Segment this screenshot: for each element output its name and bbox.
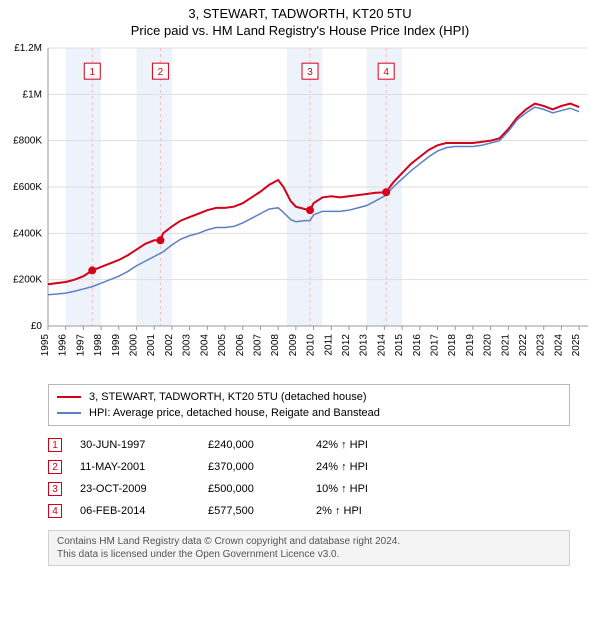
x-tick-label: 2019 — [465, 334, 476, 357]
sale-dot — [156, 236, 164, 244]
y-tick-label: £600K — [13, 182, 42, 193]
sale-row: 4 06-FEB-2014 £577,500 2% ↑ HPI — [48, 500, 570, 522]
sale-row-delta: 24% ↑ HPI — [316, 461, 406, 473]
sale-row-delta: 10% ↑ HPI — [316, 483, 406, 495]
sale-row-delta: 42% ↑ HPI — [316, 439, 406, 451]
y-tick-label: £0 — [31, 321, 43, 332]
sale-row-marker: 1 — [48, 438, 62, 452]
x-tick-label: 2001 — [146, 334, 157, 357]
x-tick-label: 2002 — [164, 334, 175, 357]
sale-label-num: 2 — [158, 67, 164, 78]
sale-row-delta: 2% ↑ HPI — [316, 505, 406, 517]
sale-row-price: £577,500 — [208, 505, 298, 517]
legend-label: 3, STEWART, TADWORTH, KT20 5TU (detached… — [89, 391, 367, 403]
title-subtitle: Price paid vs. HM Land Registry's House … — [0, 23, 600, 38]
x-tick-label: 2007 — [252, 334, 263, 357]
chart-container: 3, STEWART, TADWORTH, KT20 5TU Price pai… — [0, 0, 600, 566]
x-tick-label: 2006 — [235, 334, 246, 357]
x-tick-label: 2017 — [430, 334, 441, 357]
x-tick-label: 1999 — [111, 334, 122, 357]
x-tick-label: 2009 — [288, 334, 299, 357]
legend-row: 3, STEWART, TADWORTH, KT20 5TU (detached… — [57, 389, 561, 405]
sale-row-marker: 4 — [48, 504, 62, 518]
x-tick-label: 2000 — [129, 334, 140, 357]
sale-label-num: 1 — [89, 67, 95, 78]
sale-row: 3 23-OCT-2009 £500,000 10% ↑ HPI — [48, 478, 570, 500]
x-tick-label: 2021 — [500, 334, 511, 357]
y-tick-label: £1M — [23, 89, 42, 100]
footer: Contains HM Land Registry data © Crown c… — [48, 530, 570, 566]
x-tick-label: 2023 — [536, 334, 547, 357]
sale-row: 2 11-MAY-2001 £370,000 24% ↑ HPI — [48, 456, 570, 478]
x-tick-label: 2015 — [394, 334, 405, 357]
sale-row-date: 23-OCT-2009 — [80, 483, 190, 495]
x-tick-label: 2024 — [553, 334, 564, 357]
y-tick-label: £200K — [13, 275, 42, 286]
x-tick-label: 2011 — [323, 334, 334, 356]
sale-row-marker: 3 — [48, 482, 62, 496]
footer-line2: This data is licensed under the Open Gov… — [57, 548, 561, 561]
sale-table: 130-JUN-1997£240,00042% ↑ HPI211-MAY-200… — [48, 434, 570, 522]
x-tick-label: 2016 — [412, 334, 423, 357]
sale-row-date: 06-FEB-2014 — [80, 505, 190, 517]
titles: 3, STEWART, TADWORTH, KT20 5TU Price pai… — [0, 0, 600, 38]
x-tick-label: 2010 — [306, 334, 317, 357]
legend-swatch — [57, 396, 81, 398]
x-tick-label: 1996 — [58, 334, 69, 357]
sale-row-marker: 2 — [48, 460, 62, 474]
sale-row-price: £240,000 — [208, 439, 298, 451]
sale-row-date: 11-MAY-2001 — [80, 461, 190, 473]
legend-swatch — [57, 412, 81, 414]
x-tick-label: 2008 — [270, 334, 281, 357]
x-tick-label: 2020 — [483, 334, 494, 357]
sale-dot — [382, 188, 390, 196]
sale-row-price: £500,000 — [208, 483, 298, 495]
x-tick-label: 1998 — [93, 334, 104, 357]
x-tick-label: 2003 — [182, 334, 193, 357]
sale-row-date: 30-JUN-1997 — [80, 439, 190, 451]
footer-line1: Contains HM Land Registry data © Crown c… — [57, 535, 561, 548]
chart-svg: £0 £200K £400K £600K £800K £1M £1.2M 1995 1996 19… — [0, 38, 600, 378]
legend-label: HPI: Average price, detached house, Reig… — [89, 407, 380, 419]
x-tick-label: 1995 — [40, 334, 51, 357]
x-tick-label: 2013 — [359, 334, 370, 357]
x-tick-label: 2004 — [199, 334, 210, 357]
x-tick-label: 2014 — [376, 334, 387, 357]
sale-dot — [88, 266, 96, 274]
x-tick-label: 1997 — [75, 334, 86, 357]
chart: £0 £200K £400K £600K £800K £1M £1.2M 1995 1996 19… — [0, 38, 600, 378]
x-tick-label: 2025 — [571, 334, 582, 357]
sale-row: 1 30-JUN-1997 £240,000 42% ↑ HPI — [48, 434, 570, 456]
x-tick-label: 2012 — [341, 334, 352, 357]
x-tick-label: 2018 — [447, 334, 458, 357]
x-tick-label: 2022 — [518, 334, 529, 357]
sale-dot — [306, 206, 314, 214]
legend-row: HPI: Average price, detached house, Reig… — [57, 405, 561, 421]
x-tick-label: 2005 — [217, 334, 228, 357]
y-tick-label: £1.2M — [14, 43, 42, 54]
legend: 3, STEWART, TADWORTH, KT20 5TU (detached… — [48, 384, 570, 426]
sale-label-num: 3 — [307, 67, 313, 78]
y-tick-label: £800K — [13, 136, 42, 147]
title-address: 3, STEWART, TADWORTH, KT20 5TU — [0, 6, 600, 21]
y-tick-label: £400K — [13, 228, 42, 239]
sale-label-num: 4 — [383, 67, 389, 78]
sale-row-price: £370,000 — [208, 461, 298, 473]
